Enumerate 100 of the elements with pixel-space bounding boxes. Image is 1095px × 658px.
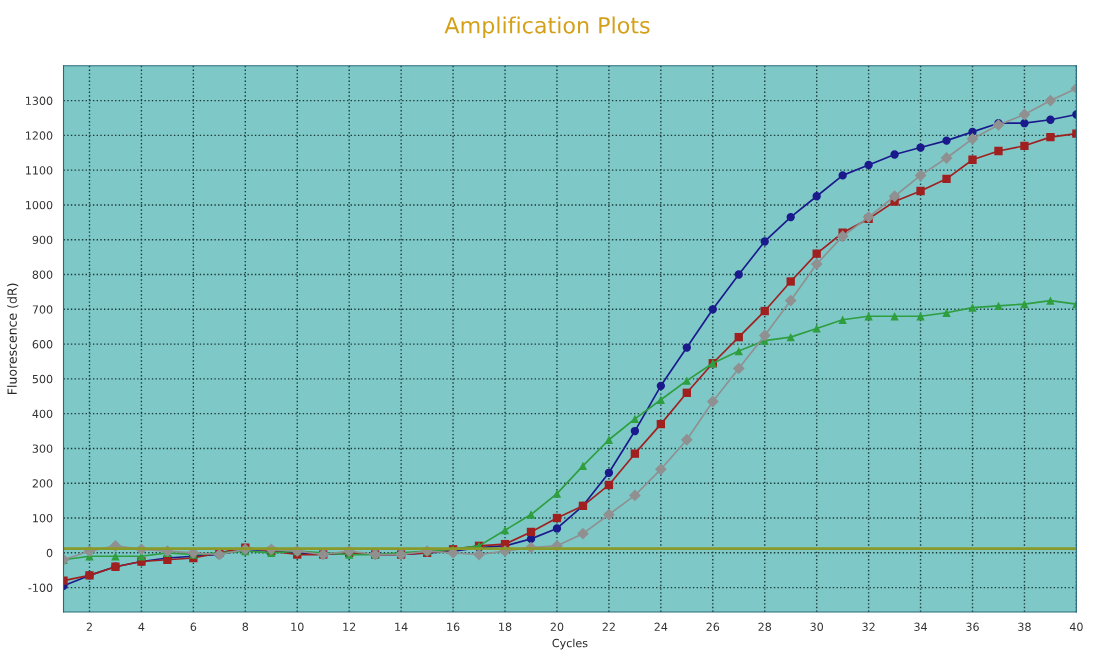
point <box>758 329 771 342</box>
point <box>838 171 847 180</box>
point <box>940 152 953 164</box>
point <box>916 312 925 321</box>
point <box>1046 115 1055 124</box>
y-tick-label: 1000 <box>26 200 53 210</box>
point <box>916 186 925 196</box>
point <box>968 155 977 164</box>
x-tick-label: 20 <box>550 622 564 631</box>
point <box>680 433 693 446</box>
point <box>500 526 510 535</box>
point <box>786 277 795 286</box>
point <box>734 270 743 279</box>
y-tick-label: 300 <box>32 444 53 453</box>
point <box>604 480 614 490</box>
point <box>706 395 719 408</box>
point <box>656 419 666 429</box>
point <box>682 343 691 352</box>
x-tick-label: 2 <box>86 622 92 631</box>
x-tick-label: 12 <box>343 622 356 631</box>
point <box>966 132 979 145</box>
point <box>838 315 847 324</box>
y-tick-label: 1300 <box>26 96 53 105</box>
point <box>526 510 536 519</box>
y-tick-label: 0 <box>46 548 53 558</box>
point <box>1046 296 1055 305</box>
x-tick-label: 10 <box>291 622 304 631</box>
point <box>630 414 640 424</box>
point <box>1020 299 1029 309</box>
point <box>760 306 769 316</box>
point <box>914 169 927 182</box>
point <box>942 136 951 145</box>
x-tick-label: 22 <box>602 622 615 631</box>
x-tick-label: 28 <box>758 622 772 631</box>
point <box>1020 141 1029 150</box>
point <box>810 258 823 270</box>
point <box>786 332 795 342</box>
point <box>864 312 873 321</box>
y-tick-label: 800 <box>32 270 53 279</box>
y-tick-label: 900 <box>32 235 53 245</box>
point <box>1046 132 1055 142</box>
y-tick-label: 200 <box>32 479 53 488</box>
x-tick-label: 36 <box>966 622 979 631</box>
x-axis-title: Cycles <box>552 638 588 650</box>
x-tick-label: 38 <box>1018 622 1031 631</box>
point <box>890 312 899 321</box>
point <box>604 468 614 477</box>
y-tick-label: 400 <box>32 409 53 419</box>
y-tick-label: 600 <box>32 340 53 349</box>
point <box>994 301 1003 310</box>
point <box>786 212 795 222</box>
point <box>732 362 745 375</box>
x-tick-label: 8 <box>242 622 249 631</box>
point <box>552 524 562 533</box>
point <box>812 249 821 258</box>
point <box>578 461 588 471</box>
point <box>552 489 562 498</box>
point <box>654 463 667 476</box>
point <box>784 294 797 307</box>
point <box>1020 119 1029 128</box>
point <box>526 527 536 537</box>
point <box>812 324 821 333</box>
point <box>708 305 717 314</box>
point <box>760 237 769 246</box>
x-tick-label: 30 <box>810 622 823 631</box>
y-tick-label: 1200 <box>26 131 53 140</box>
x-tick-label: 40 <box>1069 622 1083 631</box>
y-tick-label: 1100 <box>26 166 53 175</box>
point <box>942 308 951 317</box>
point <box>630 449 640 458</box>
point <box>552 513 562 523</box>
point <box>942 174 951 184</box>
point <box>628 489 641 502</box>
x-tick-label: 6 <box>190 622 197 631</box>
point <box>656 395 666 404</box>
point <box>888 190 901 203</box>
point <box>836 230 849 243</box>
x-tick-label: 16 <box>447 622 460 631</box>
point <box>111 552 120 561</box>
point <box>656 381 666 390</box>
point <box>968 303 977 312</box>
point <box>864 160 873 170</box>
point <box>916 143 925 152</box>
point <box>577 527 589 540</box>
x-tick-label: 34 <box>914 622 927 631</box>
point <box>604 435 614 444</box>
x-tick-label: 24 <box>654 622 668 631</box>
chart-title: Amplification Plots <box>444 16 650 38</box>
point <box>734 346 743 356</box>
x-tick-label: 18 <box>499 622 512 631</box>
point <box>630 426 640 436</box>
x-tick-label: 14 <box>395 622 408 631</box>
x-tick-label: 26 <box>706 622 720 631</box>
point <box>994 146 1003 156</box>
point <box>603 508 615 521</box>
point <box>1044 94 1057 107</box>
x-tick-label: 32 <box>862 622 875 631</box>
y-tick-label: -100 <box>28 583 53 592</box>
point <box>682 376 691 385</box>
y-axis-title: Fluorescence (dR) <box>7 283 19 394</box>
